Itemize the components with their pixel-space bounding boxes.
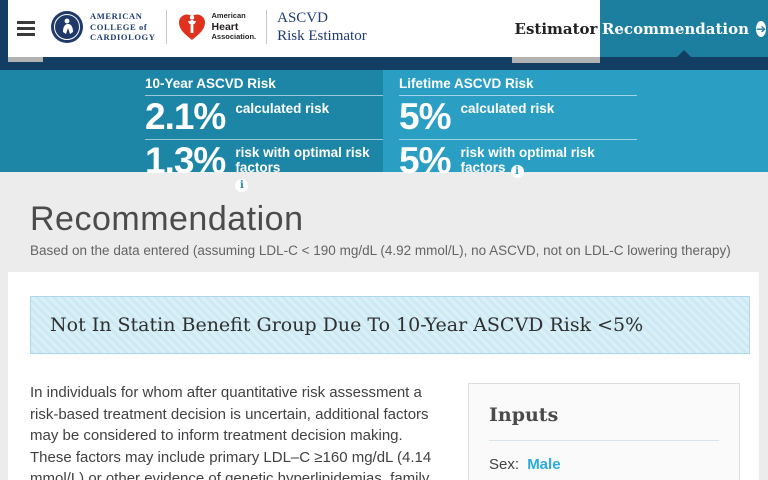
header-underline-bar (0, 57, 768, 70)
ten-year-optimal-value: 1.3% (145, 140, 226, 181)
divider (165, 10, 167, 44)
input-row-sex: Sex: Male (469, 441, 739, 473)
menu-button-shadow (8, 57, 43, 62)
arrow-right-circle-icon: ➔ (756, 20, 767, 37)
sex-value: Male (527, 456, 561, 473)
lifetime-risk-panel: Lifetime ASCVD Risk 5% calculated risk 5… (383, 70, 768, 179)
hamburger-icon (16, 21, 35, 24)
info-icon[interactable]: i (235, 179, 249, 192)
acc-logo: AMERICAN COLLEGE of CARDIOLOGY (50, 10, 156, 44)
active-tab-caret (676, 50, 692, 58)
tab-recommendation-label: Recommendation (601, 19, 750, 38)
divider (266, 10, 268, 44)
brand-logos: AMERICAN COLLEGE of CARDIOLOGY American … (50, 9, 367, 45)
menu-button[interactable] (8, 0, 43, 57)
ten-year-risk-title: 10-Year ASCVD Risk (145, 76, 383, 96)
acc-wordmark: AMERICAN COLLEGE of CARDIOLOGY (90, 11, 156, 43)
aha-wordmark: American Heart Association. (211, 11, 257, 42)
aha-heart-icon (178, 14, 205, 40)
ten-year-risk-panel: 10-Year ASCVD Risk 2.1% calculated risk … (0, 70, 383, 192)
statin-benefit-notice: Not In Statin Benefit Group Due To 10-Ye… (30, 296, 750, 354)
sex-label: Sex: (489, 456, 520, 473)
app-title: ASCVD Risk Estimator (277, 10, 367, 44)
aha-logo: American Heart Association. (177, 11, 257, 43)
lifetime-calculated-label: calculated risk (460, 101, 555, 116)
ten-year-calculated-value: 2.1% (145, 96, 226, 137)
page-title: Recommendation (30, 200, 304, 238)
tab-estimator-shadow (512, 57, 600, 63)
lifetime-risk-title: Lifetime ASCVD Risk (399, 76, 637, 96)
page-subtitle: Based on the data entered (assuming LDL-… (30, 243, 731, 258)
tab-recommendation[interactable]: Recommendation ➔ (600, 0, 768, 57)
tab-estimator[interactable]: Estimator (512, 0, 600, 57)
lifetime-calculated-value: 5% (399, 96, 451, 137)
info-icon[interactable]: i (510, 165, 524, 178)
ten-year-optimal-label: risk with optimal risk factors (235, 145, 370, 175)
ten-year-calculated-label: calculated risk (235, 101, 330, 116)
lifetime-optimal-value: 5% (399, 140, 451, 181)
statin-benefit-notice-text: Not In Statin Benefit Group Due To 10-Ye… (50, 314, 644, 336)
inputs-panel: Inputs Sex: Male (468, 383, 740, 480)
app-header: AMERICAN COLLEGE of CARDIOLOGY American … (0, 0, 768, 57)
left-edge-strip (0, 0, 8, 57)
inputs-panel-title: Inputs (489, 404, 559, 426)
recommendation-card: Not In Statin Benefit Group Due To 10-Ye… (8, 272, 759, 480)
acc-seal-icon (51, 11, 83, 43)
inputs-divider (489, 440, 719, 441)
lifetime-optimal-label: risk with optimal risk factors i (460, 145, 595, 178)
risk-score-banner: 10-Year ASCVD Risk 2.1% calculated risk … (0, 70, 768, 192)
recommendation-body-text: In individuals for whom after quantitati… (30, 384, 432, 480)
